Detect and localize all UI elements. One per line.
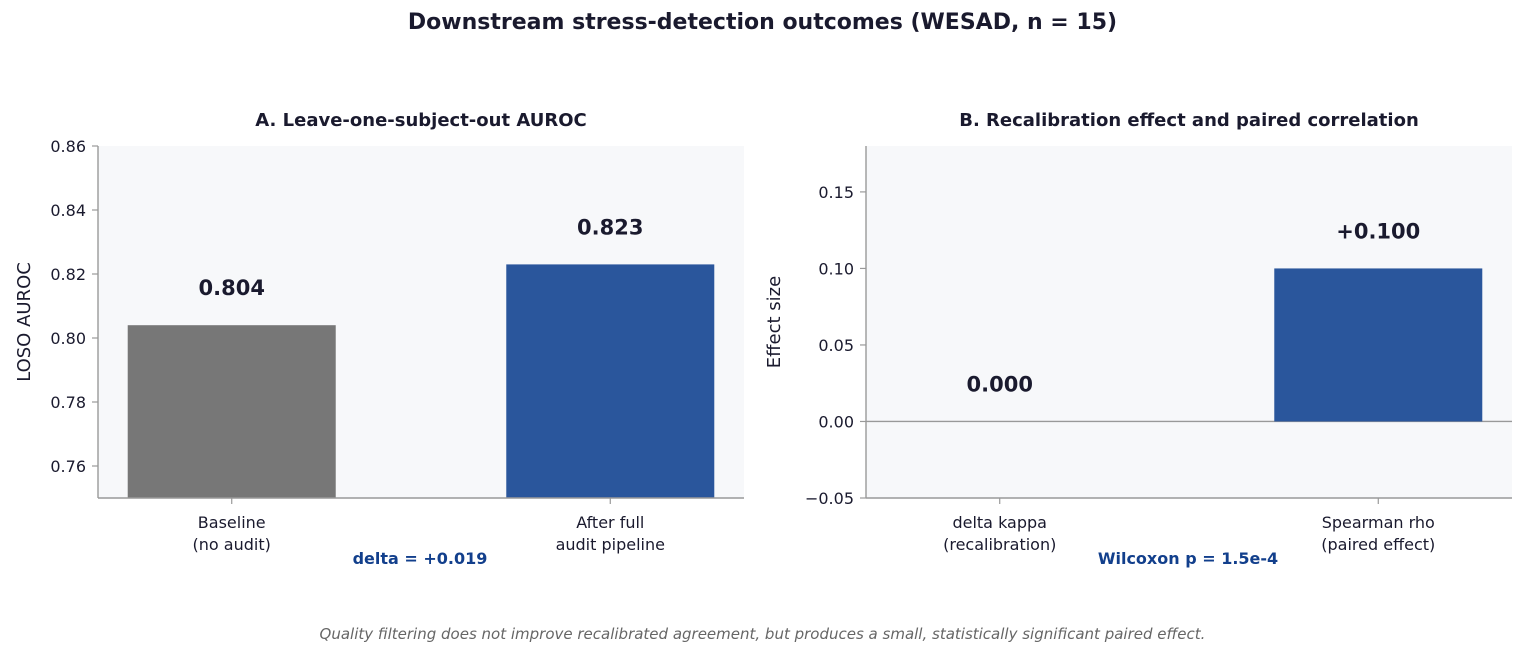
y-tick-label: 0.78 xyxy=(50,393,86,412)
y-tick-label: 0.10 xyxy=(818,259,854,278)
y-tick-label: 0.86 xyxy=(50,137,86,156)
x-tick-label: delta kappa xyxy=(952,513,1047,532)
x-tick-label: After full xyxy=(576,513,644,532)
y-tick-label: 0.15 xyxy=(818,183,854,202)
bar xyxy=(127,325,336,498)
bar-value-label: 0.804 xyxy=(199,276,265,300)
y-tick-label: 0.00 xyxy=(818,412,854,431)
y-tick-label: 0.76 xyxy=(50,457,86,476)
stat-annotation: delta = +0.019 xyxy=(353,549,488,568)
x-tick-label: (no audit) xyxy=(193,535,271,554)
y-tick-label: 0.82 xyxy=(50,265,86,284)
x-tick-label: Baseline xyxy=(198,513,266,532)
x-tick-label: (recalibration) xyxy=(943,535,1056,554)
bar-value-label: +0.100 xyxy=(1336,219,1420,243)
figure-caption: Quality filtering does not improve recal… xyxy=(319,625,1206,643)
y-tick-label: 0.80 xyxy=(50,329,86,348)
figure-title: Downstream stress-detection outcomes (WE… xyxy=(407,10,1118,35)
x-tick-label: (paired effect) xyxy=(1321,535,1435,554)
bar-value-label: 0.000 xyxy=(967,372,1033,396)
x-tick-label: audit pipeline xyxy=(556,535,665,554)
y-tick-label: −0.05 xyxy=(805,489,854,508)
bar-value-label: 0.823 xyxy=(577,215,643,239)
panel-title: B. Recalibration effect and paired corre… xyxy=(959,110,1419,131)
y-tick-label: 0.84 xyxy=(50,201,86,220)
y-axis-label: LOSO AUROC xyxy=(14,262,35,382)
stat-annotation: Wilcoxon p = 1.5e-4 xyxy=(1098,549,1278,568)
y-axis-label: Effect size xyxy=(764,276,785,368)
x-tick-label: Spearman rho xyxy=(1322,513,1435,532)
bar xyxy=(1274,268,1483,422)
panel-title: A. Leave-one-subject-out AUROC xyxy=(255,110,586,131)
panel-a-auroc: A. Leave-one-subject-out AUROC LOSO AUROC… xyxy=(14,110,744,568)
bar xyxy=(506,264,715,498)
panel-b-effect-size: B. Recalibration effect and paired corre… xyxy=(764,110,1512,568)
y-tick-label: 0.05 xyxy=(818,336,854,355)
